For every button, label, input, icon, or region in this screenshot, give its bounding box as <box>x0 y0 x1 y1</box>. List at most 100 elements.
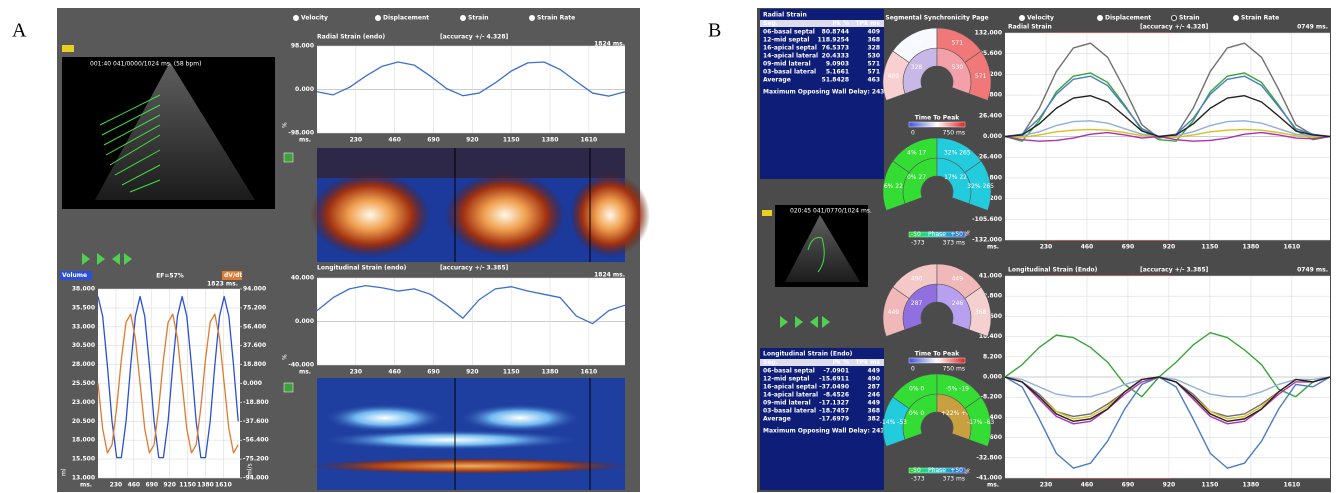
radio-button[interactable] <box>1171 15 1176 20</box>
y-tick-label: 38.000 <box>72 286 95 293</box>
segment-label: 571 <box>952 39 964 46</box>
radio-button[interactable] <box>460 15 465 20</box>
panel-label: B <box>708 20 721 42</box>
heatmap-blob <box>445 173 565 257</box>
radio-label: Strain <box>468 15 489 22</box>
x-axis-label: ms. <box>299 137 311 144</box>
x-tick-label: 1380 <box>542 137 559 144</box>
radio-button[interactable] <box>529 15 534 20</box>
chart-title: Radial Strain <box>1008 24 1052 31</box>
y2-tick-label: 0.000 <box>243 380 262 387</box>
table-cell: 409 <box>867 29 880 36</box>
y-axis-label: % <box>965 468 972 474</box>
y-tick-label: -41.000 <box>976 475 1002 482</box>
segment-label: 0% 0 <box>909 410 924 417</box>
radio-button[interactable] <box>293 15 298 20</box>
table-cell: 76.5373 <box>822 45 849 52</box>
y-tick-label: 26.400 <box>979 112 1002 119</box>
y-tick-label: 33.000 <box>72 323 95 330</box>
y-tick-label: -98.000 <box>288 130 314 137</box>
legend-label: Phase <box>928 467 946 474</box>
table-cell: 51.8428 <box>822 77 849 84</box>
y-axis-label: % <box>965 230 972 236</box>
table-header: Pk % <box>833 20 850 27</box>
radio-label: Strain Rate <box>1241 15 1279 22</box>
x-axis-label: ms. <box>987 244 999 251</box>
segment-label: 571 <box>975 73 987 80</box>
table-cell: 118.9254 <box>817 37 849 44</box>
accuracy-label: [accuracy +/- 3.385] <box>440 265 509 272</box>
radio-label: Strain Rate <box>537 15 575 22</box>
segment-label: 0% 27 <box>907 174 926 181</box>
segment-label: 32% 265 <box>967 183 994 190</box>
table-header: Pk % <box>833 359 850 366</box>
segment-label: 449 <box>952 275 964 282</box>
table-cell: 12-mid septal <box>763 376 809 383</box>
icon[interactable] <box>284 153 293 162</box>
y-tick-label: 25.500 <box>72 380 95 387</box>
heatmap-streak <box>325 404 445 432</box>
table-cell: -37.0490 <box>819 384 849 391</box>
accuracy-label: [accuracy +/- 4.328] <box>1140 24 1209 31</box>
legend-label: -373 <box>911 476 925 483</box>
x-tick-label: 1150 <box>503 369 520 376</box>
table-cell: 14-apical lateral <box>763 392 818 399</box>
segment-label: 530 <box>952 64 964 71</box>
segment-label: 328 <box>911 64 923 71</box>
radio-label: Velocity <box>301 15 328 22</box>
y2-tick-label: -37.600 <box>243 418 269 425</box>
table-cell: 20.4333 <box>822 53 849 60</box>
chart-title: Longitudinal Strain (endo) <box>317 265 407 272</box>
x-axis-label: ms. <box>987 482 999 489</box>
y-tick-label: 18.000 <box>72 437 95 444</box>
x-tick-label: 1610 <box>1284 482 1301 489</box>
y2-tick-label: 37.600 <box>243 342 266 349</box>
radio-button[interactable] <box>1019 15 1024 20</box>
icon <box>762 210 772 216</box>
image-caption: 001:40 041/0000/1024 ms. (58 bpm) <box>90 61 201 68</box>
heatmap-band <box>310 458 630 474</box>
panel-label: A <box>12 20 27 42</box>
table-header: Seg. <box>763 359 778 366</box>
x-tick-label: 230 <box>350 137 363 144</box>
y-tick-label: 20.500 <box>72 418 95 425</box>
table-cell: 571 <box>867 69 880 76</box>
x-tick-label: 1610 <box>581 369 598 376</box>
y-tick-label: 13.000 <box>72 475 95 482</box>
radio-button[interactable] <box>1097 15 1102 20</box>
segment-label: 409 <box>888 73 900 80</box>
radio-label: Displacement <box>1105 15 1151 22</box>
x-tick-label: 920 <box>466 137 479 144</box>
chart-title: Longitudinal Strain (Endo) <box>1008 267 1098 274</box>
legend-label: -50 <box>911 467 921 474</box>
y-tick-label: -132.000 <box>972 237 1002 244</box>
x-tick-label: 230 <box>1040 244 1053 251</box>
y-tick-label: 0.000 <box>295 86 314 93</box>
table-cell: 449 <box>867 368 880 375</box>
x-tick-label: 1610 <box>215 482 232 489</box>
table-cell: 449 <box>867 400 880 407</box>
y2-tick-label: -75.200 <box>243 456 269 463</box>
heatmap-blob <box>570 173 650 257</box>
table-cell: 09-mid lateral <box>763 400 811 407</box>
y-tick-label: 0.000 <box>983 374 1002 381</box>
y-tick-label: 0.000 <box>983 133 1002 140</box>
heatmap-streak <box>460 404 580 432</box>
y-axis-label: % <box>282 122 289 128</box>
y2-tick-label: 75.200 <box>243 304 266 311</box>
duration-label: 0749 ms. <box>1297 24 1328 31</box>
icon[interactable] <box>284 383 293 392</box>
radio-button[interactable] <box>375 15 380 20</box>
y2-axis-label: ml/s <box>247 463 254 476</box>
x-tick-label: 230 <box>1040 482 1053 489</box>
x-tick-label: 1150 <box>179 482 196 489</box>
x-tick-label: 690 <box>1122 482 1135 489</box>
y-tick-label: 41.000 <box>979 273 1002 280</box>
segment-label: 368 <box>975 309 987 316</box>
radio-button[interactable] <box>1233 15 1238 20</box>
table-cell: 12-mid septal <box>763 37 809 44</box>
table-cell: 368 <box>867 408 880 415</box>
y-tick-label: 23.000 <box>72 399 95 406</box>
table-footer: Maximum Opposing Wall Delay: 243 <box>763 428 884 435</box>
segment-label: 32% 265 <box>944 149 971 156</box>
